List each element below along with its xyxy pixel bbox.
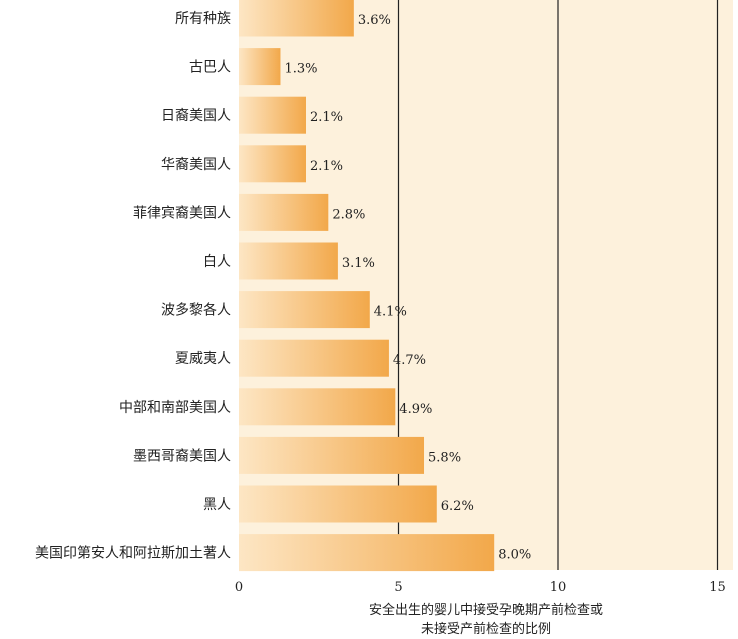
data-label: 2.1% — [310, 159, 343, 174]
bar — [239, 388, 396, 426]
category-label: 波多黎各人 — [161, 302, 231, 319]
category-label: 墨西哥裔美国人 — [133, 447, 231, 464]
bar — [239, 291, 370, 329]
bar — [239, 242, 338, 280]
x-axis-title: 安全出生的婴儿中接受孕晚期产前检查或 — [369, 602, 603, 618]
bar — [239, 339, 389, 377]
data-label: 4.7% — [393, 353, 426, 368]
data-label: 2.8% — [332, 207, 365, 222]
data-label: 3.1% — [342, 256, 375, 271]
data-label: 8.0% — [498, 548, 531, 563]
data-label: 1.3% — [284, 62, 317, 77]
category-label: 美国印第安人和阿拉斯加土著人 — [35, 545, 231, 562]
bar — [239, 485, 437, 523]
bar — [239, 436, 425, 474]
category-label: 菲律宾裔美国人 — [133, 204, 231, 221]
category-label: 日裔美国人 — [161, 107, 231, 124]
category-label: 黑人 — [203, 497, 231, 513]
bar — [239, 534, 495, 572]
x-tick-label: 0 — [235, 580, 243, 595]
category-label: 华裔美国人 — [161, 156, 231, 173]
bar — [239, 145, 306, 183]
data-label: 2.1% — [310, 110, 343, 125]
bars — [239, 0, 495, 572]
data-label: 4.1% — [374, 305, 407, 320]
x-tick-label: 10 — [550, 580, 567, 595]
plot-background — [239, 0, 733, 570]
grid-lines — [397, 0, 719, 570]
category-label: 古巴人 — [189, 60, 231, 76]
category-label: 夏威夷人 — [175, 351, 231, 367]
data-label: 5.8% — [428, 450, 461, 465]
labels: 所有种族 3.6% 古巴人 1.3% 日裔美国人 2.1% 华裔美国人 2.1% 菲律宾裔美国人… — [35, 11, 531, 563]
data-label: 3.6% — [358, 13, 391, 28]
category-label: 中部和南部美国人 — [119, 400, 231, 416]
data-label: 4.9% — [399, 402, 432, 417]
category-label: 所有种族 — [175, 11, 231, 27]
x-axis-title: 未接受产前检查的比例 — [421, 621, 551, 637]
bar — [239, 48, 281, 86]
bar — [239, 193, 329, 231]
category-label: 白人 — [203, 254, 231, 270]
data-label: 6.2% — [441, 499, 474, 514]
x-tick-label: 15 — [709, 580, 726, 595]
bar — [239, 0, 354, 37]
bar — [239, 96, 306, 134]
x-tick-label: 5 — [394, 580, 402, 595]
